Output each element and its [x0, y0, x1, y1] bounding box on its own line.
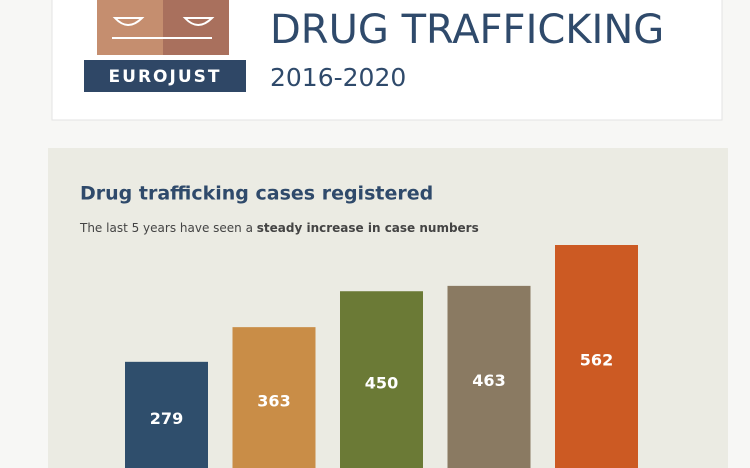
data-label: 363 [257, 392, 290, 411]
logo-text: EUROJUST [109, 67, 222, 87]
data-label: 450 [365, 374, 398, 393]
bar [125, 361, 208, 468]
logo: EUROJUST [84, 0, 246, 92]
data-label: 463 [472, 371, 505, 390]
data-label: 279 [150, 409, 183, 428]
data-label: 562 [580, 351, 613, 370]
header-title: DRUG TRAFFICKING [270, 7, 664, 53]
bar [555, 245, 638, 468]
bar [447, 285, 531, 468]
chart-title: Drug trafficking cases registered [80, 183, 433, 205]
chart-subtitle: The last 5 years have seen a steady incr… [79, 221, 479, 235]
subtitle-emphasis: steady increase in case numbers [257, 221, 479, 235]
bar [340, 291, 423, 468]
subtitle-text: The last 5 years have seen a [79, 221, 253, 235]
header-period: 2016-2020 [270, 63, 406, 92]
bar [232, 327, 316, 468]
